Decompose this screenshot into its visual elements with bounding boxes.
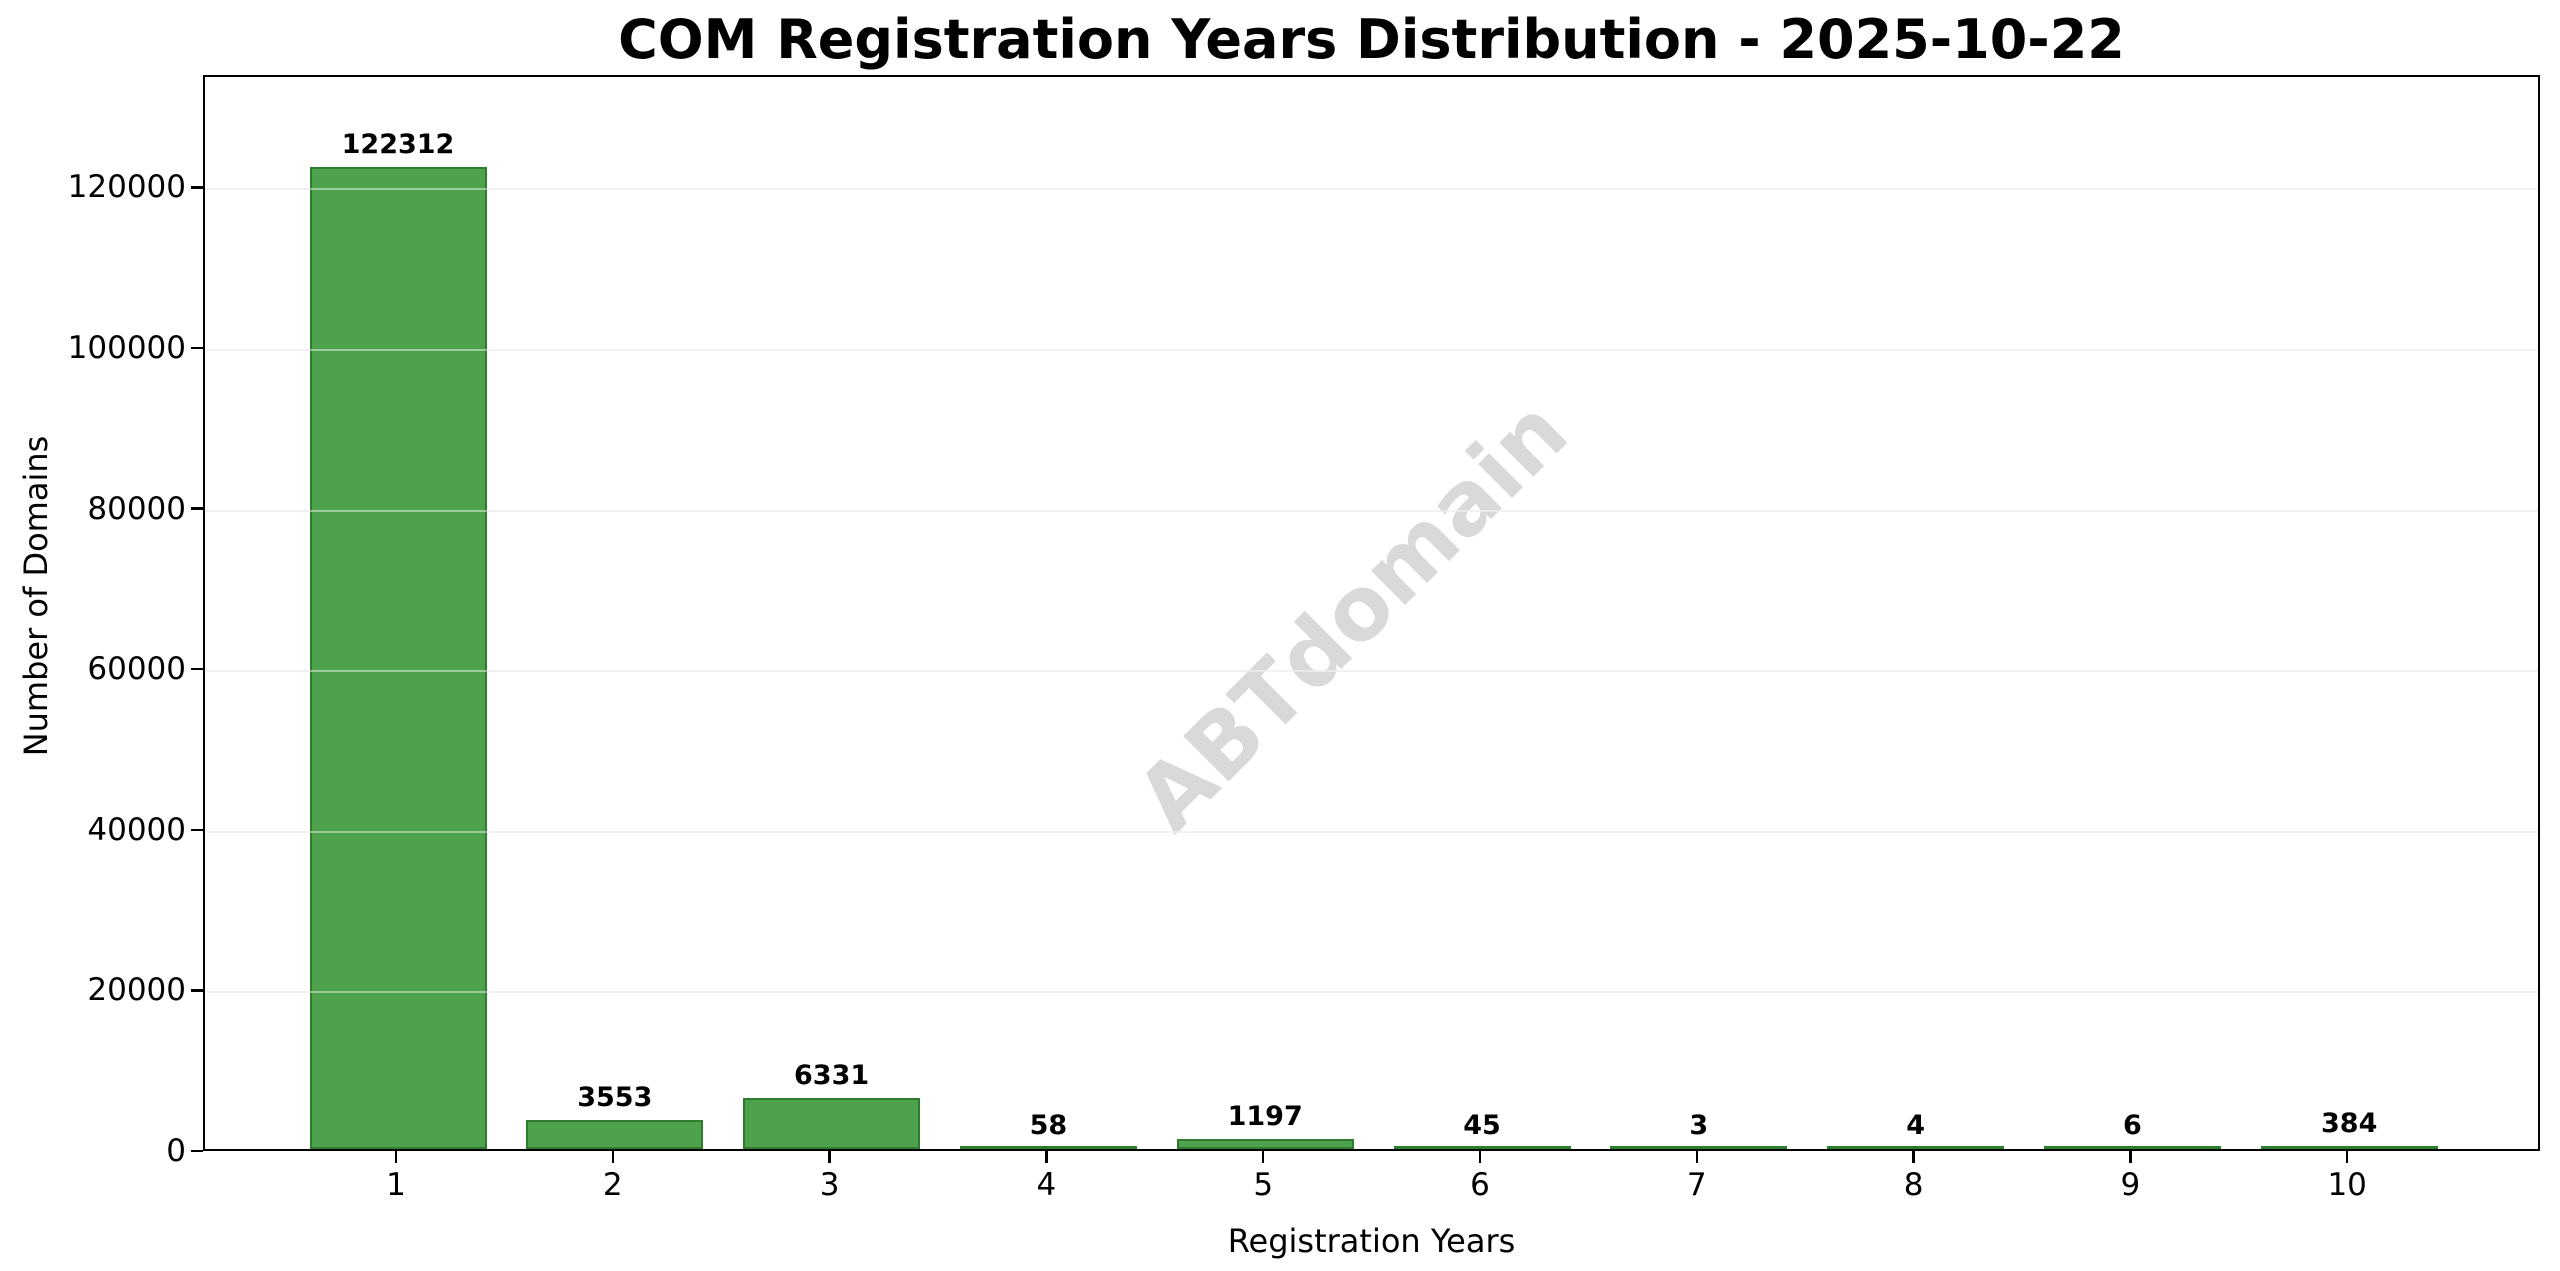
gridline-over (205, 991, 2538, 994)
gridline-over (205, 188, 2538, 191)
x-tick-mark (611, 1151, 615, 1163)
x-tick-mark (1912, 1151, 1915, 1163)
bar-value-label: 4 (1906, 1110, 1925, 1141)
x-tick-label: 6 (1470, 1167, 1490, 1203)
x-tick-label: 2 (602, 1167, 623, 1203)
bar (526, 1120, 704, 1149)
bar (2043, 1146, 2221, 1149)
y-tick-label: 0 (166, 1133, 186, 1169)
bar-value-label: 58 (1029, 1110, 1068, 1141)
y-axis-label: Number of Domains (17, 435, 55, 757)
bar (959, 1146, 1137, 1149)
bar-value-label: 6 (2122, 1110, 2142, 1141)
x-tick-mark (828, 1151, 831, 1163)
watermark-text: ABTdomain (1116, 379, 1588, 851)
x-tick-mark (1695, 1151, 1699, 1163)
gridline-over (205, 830, 2538, 833)
gridline (205, 509, 2538, 512)
bar (1610, 1146, 1788, 1149)
x-tick-mark (1261, 1151, 1265, 1163)
y-tick-mark (191, 989, 203, 992)
y-tick-mark (191, 507, 203, 510)
plot-area: ABTdomain 122312 3553 6331 58 1197 45 3 4 6 384 (203, 75, 2540, 1151)
bar-value-label: 3553 (577, 1082, 653, 1114)
bar-value-label: 6331 (794, 1060, 870, 1092)
bar-value-label: 3 (1689, 1110, 1709, 1141)
y-tick-label: 120000 (67, 169, 186, 206)
x-tick-label: 5 (1253, 1167, 1274, 1203)
gridline-over (205, 509, 2538, 512)
bar (1176, 1139, 1354, 1149)
y-tick-mark (191, 186, 203, 189)
y-tick-mark (191, 1149, 203, 1153)
x-tick-label: 10 (2327, 1167, 2367, 1203)
x-tick-mark (1478, 1151, 1482, 1163)
y-tick-mark (191, 828, 203, 832)
y-tick-mark (191, 667, 203, 671)
bar (2260, 1145, 2438, 1149)
bar-value-label: 122312 (341, 128, 455, 160)
gridline (205, 991, 2538, 994)
y-tick-label: 40000 (87, 811, 186, 848)
bar (1393, 1146, 1571, 1149)
y-tick-label: 80000 (87, 490, 186, 527)
chart-title: COM Registration Years Distribution - 20… (618, 8, 2125, 71)
x-tick-mark (2345, 1151, 2349, 1163)
x-tick-label: 9 (2120, 1167, 2141, 1203)
y-tick-label: 20000 (87, 972, 186, 1009)
bar (743, 1098, 921, 1149)
x-tick-label: 1 (386, 1167, 406, 1203)
bar (1827, 1146, 2005, 1149)
x-tick-label: 3 (819, 1167, 840, 1203)
bar-value-label: 1197 (1227, 1101, 1303, 1133)
bar-value-label: 45 (1463, 1110, 1501, 1141)
x-tick-label: 4 (1036, 1167, 1057, 1203)
y-tick-label: 60000 (87, 651, 186, 688)
x-tick-label: 8 (1903, 1167, 1924, 1203)
x-tick-mark (394, 1151, 398, 1163)
gridline-over (205, 670, 2538, 673)
bar (309, 166, 487, 1149)
x-tick-mark (2129, 1151, 2132, 1163)
x-axis-label: Registration Years (1227, 1222, 1516, 1260)
x-tick-mark (1045, 1151, 1048, 1163)
y-tick-label: 100000 (67, 330, 186, 366)
gridline-over (205, 349, 2538, 351)
gridline (205, 670, 2538, 673)
gridline (205, 830, 2538, 833)
x-tick-label: 7 (1686, 1167, 1707, 1203)
gridline (205, 349, 2538, 351)
y-tick-mark (191, 346, 203, 350)
gridline (205, 188, 2538, 191)
bar-value-label: 384 (2321, 1107, 2378, 1139)
